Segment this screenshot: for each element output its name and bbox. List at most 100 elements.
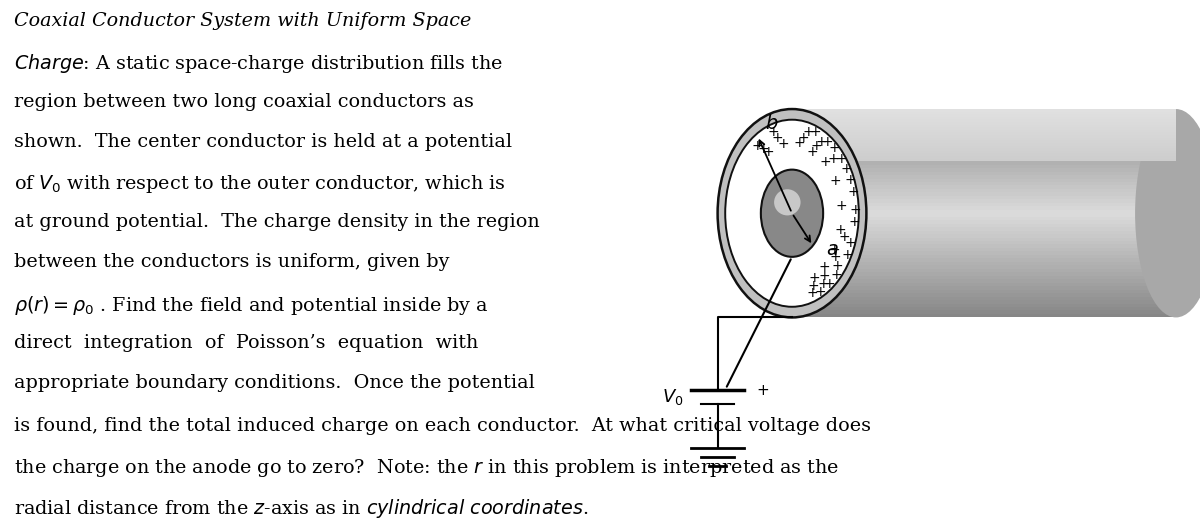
Text: +: + <box>834 223 846 237</box>
Text: +: + <box>820 155 830 169</box>
Polygon shape <box>792 182 1176 185</box>
Polygon shape <box>792 314 1176 318</box>
Polygon shape <box>792 146 1176 148</box>
Polygon shape <box>792 210 1176 213</box>
Polygon shape <box>792 154 1176 157</box>
Polygon shape <box>792 238 1176 241</box>
Text: +: + <box>830 174 841 188</box>
Text: of $V_0$ with respect to the outer conductor, which is: of $V_0$ with respect to the outer condu… <box>14 173 506 195</box>
Text: +: + <box>810 139 822 153</box>
Text: +: + <box>793 136 805 150</box>
Text: shown.  The center conductor is held at a potential: shown. The center conductor is held at a… <box>14 133 512 151</box>
Ellipse shape <box>1135 109 1200 318</box>
Text: $a$: $a$ <box>826 240 839 259</box>
Polygon shape <box>792 248 1176 251</box>
Text: +: + <box>808 279 818 293</box>
Polygon shape <box>792 227 1176 231</box>
Text: +: + <box>815 285 827 299</box>
Text: +: + <box>823 277 835 291</box>
Polygon shape <box>792 112 1176 114</box>
Text: at ground potential.  The charge density in the region: at ground potential. The charge density … <box>14 213 540 231</box>
Polygon shape <box>792 133 1176 135</box>
Polygon shape <box>792 156 1176 159</box>
Text: +: + <box>832 259 842 273</box>
Polygon shape <box>792 114 1176 117</box>
Polygon shape <box>792 140 1176 143</box>
Text: +: + <box>806 286 818 300</box>
Ellipse shape <box>761 169 823 257</box>
Polygon shape <box>792 297 1176 300</box>
Polygon shape <box>792 125 1176 127</box>
Text: $V_0$: $V_0$ <box>662 387 684 407</box>
Polygon shape <box>792 127 1176 130</box>
Text: +: + <box>763 145 774 159</box>
Polygon shape <box>792 147 1176 151</box>
Text: +: + <box>829 251 841 265</box>
Polygon shape <box>792 168 1176 171</box>
Polygon shape <box>792 143 1176 146</box>
Polygon shape <box>792 179 1176 182</box>
Polygon shape <box>792 138 1176 140</box>
Polygon shape <box>792 159 1176 161</box>
Text: $b$: $b$ <box>766 114 779 133</box>
Text: +: + <box>767 125 779 139</box>
Polygon shape <box>792 144 1176 147</box>
Text: Coaxial Conductor System with Uniform Space: Coaxial Conductor System with Uniform Sp… <box>14 12 472 30</box>
Polygon shape <box>792 286 1176 290</box>
Text: the charge on the anode go to zero?  Note: the $r$ in this problem is interprete: the charge on the anode go to zero? Note… <box>14 457 840 479</box>
Text: +: + <box>839 230 850 244</box>
Ellipse shape <box>774 189 800 215</box>
Text: +: + <box>847 185 859 199</box>
Text: +: + <box>845 173 857 187</box>
Polygon shape <box>792 206 1176 210</box>
Polygon shape <box>792 262 1176 265</box>
Polygon shape <box>792 224 1176 227</box>
Text: +: + <box>835 152 847 166</box>
Polygon shape <box>792 276 1176 279</box>
Ellipse shape <box>725 120 859 307</box>
Text: radial distance from the $z$-axis as in $\mathit{cylindrical\ coordinates}$.: radial distance from the $z$-axis as in … <box>14 497 589 518</box>
Polygon shape <box>792 153 1176 156</box>
Polygon shape <box>792 123 1176 126</box>
Text: +: + <box>822 135 834 149</box>
Polygon shape <box>792 269 1176 272</box>
Polygon shape <box>792 283 1176 286</box>
Polygon shape <box>792 148 1176 151</box>
Text: +: + <box>818 261 830 275</box>
Polygon shape <box>792 307 1176 310</box>
Polygon shape <box>792 196 1176 199</box>
Text: +: + <box>810 125 821 139</box>
Text: between the conductors is uniform, given by: between the conductors is uniform, given… <box>14 253 450 271</box>
Polygon shape <box>792 135 1176 138</box>
Polygon shape <box>792 130 1176 133</box>
Polygon shape <box>792 112 1176 116</box>
Polygon shape <box>792 265 1176 269</box>
Text: +: + <box>848 215 860 229</box>
Text: +: + <box>772 131 784 145</box>
Polygon shape <box>792 231 1176 234</box>
Polygon shape <box>792 157 1176 161</box>
Ellipse shape <box>718 109 866 318</box>
Polygon shape <box>792 137 1176 140</box>
Polygon shape <box>792 203 1176 206</box>
Polygon shape <box>792 185 1176 189</box>
Polygon shape <box>792 140 1176 144</box>
Text: $\mathit{Charge}$: A static space-charge distribution fills the: $\mathit{Charge}$: A static space-charge… <box>14 52 504 75</box>
Text: +: + <box>809 271 821 285</box>
Polygon shape <box>792 122 1176 125</box>
Polygon shape <box>792 116 1176 120</box>
Text: +: + <box>850 203 860 217</box>
Polygon shape <box>792 189 1176 192</box>
Text: +: + <box>818 269 830 283</box>
Polygon shape <box>792 255 1176 258</box>
Polygon shape <box>792 165 1176 168</box>
Polygon shape <box>792 272 1176 276</box>
Polygon shape <box>792 244 1176 248</box>
Polygon shape <box>792 120 1176 122</box>
Text: +: + <box>828 152 840 166</box>
Polygon shape <box>792 117 1176 120</box>
Polygon shape <box>792 290 1176 293</box>
Text: +: + <box>842 248 853 262</box>
Text: +: + <box>751 139 763 153</box>
Text: is found, find the total induced charge on each conductor.  At what critical vol: is found, find the total induced charge … <box>14 417 871 435</box>
